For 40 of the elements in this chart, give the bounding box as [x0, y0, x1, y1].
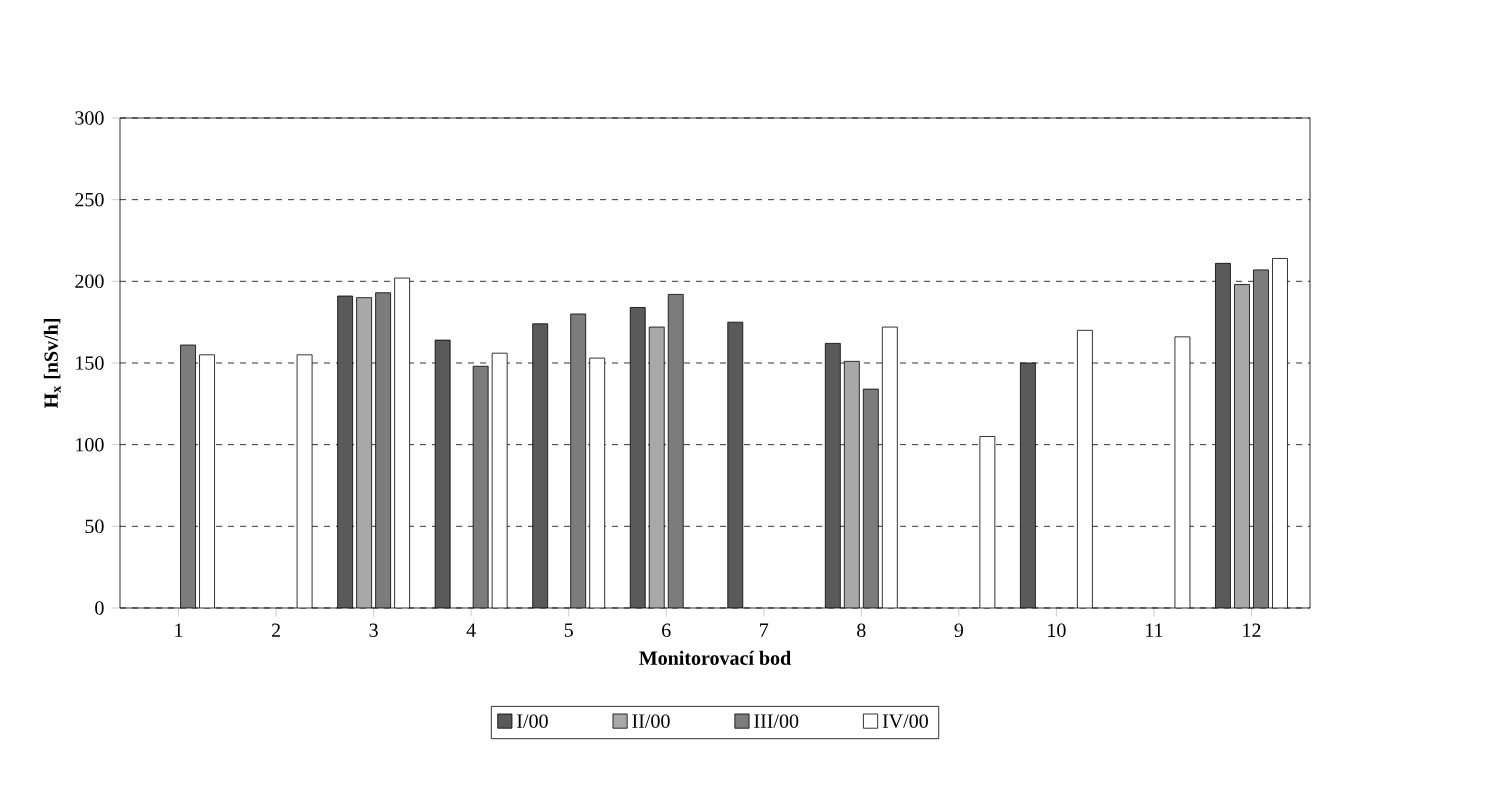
bar: [629, 307, 646, 608]
x-tick-label: 8: [857, 623, 866, 638]
x-tick-label: 12: [1243, 623, 1261, 637]
x-tick-label: 3: [369, 623, 378, 638]
x-tick-label: 11: [1146, 623, 1163, 637]
bar: [862, 388, 879, 608]
bar: [1253, 269, 1269, 608]
x-tick-label: 7: [760, 623, 769, 637]
y-tick-label: 100: [76, 437, 104, 452]
bar: [667, 293, 684, 608]
legend-label: IV/00: [882, 714, 928, 728]
y-tick-label: 50: [85, 519, 104, 534]
bar: [727, 321, 744, 608]
bar: [375, 292, 392, 608]
x-tick-label: 9: [954, 623, 964, 638]
bar: [180, 344, 196, 608]
x-axis-title: Monitorovací bod: [639, 650, 791, 665]
y-tick-label: 200: [75, 274, 104, 289]
x-tick-label: 1: [175, 623, 183, 637]
x-tick-label: 6: [662, 623, 671, 638]
bar: [1215, 262, 1231, 608]
bar: [824, 342, 841, 608]
bar: [570, 313, 587, 608]
bar: [472, 365, 489, 608]
y-tick-label: 150: [76, 356, 104, 370]
x-tick-label: 10: [1048, 623, 1066, 638]
legend-label: III/00: [754, 714, 799, 728]
y-tick-label: 300: [75, 111, 104, 125]
y-tick-label: 0: [95, 601, 104, 615]
x-tick-label: 4: [466, 623, 476, 637]
legend-label: II/00: [632, 714, 670, 728]
x-tick-label: 5: [564, 623, 573, 637]
legend-label: I/00: [517, 714, 548, 728]
y-axis-title: H$_{x}$ [nSv/h]: [43, 319, 61, 409]
x-tick-label: 2: [271, 623, 280, 637]
bar: [1020, 362, 1036, 608]
bar: [337, 295, 354, 608]
y-tick-label: 250: [75, 192, 104, 207]
bar: [532, 323, 549, 608]
bar: [434, 339, 451, 608]
